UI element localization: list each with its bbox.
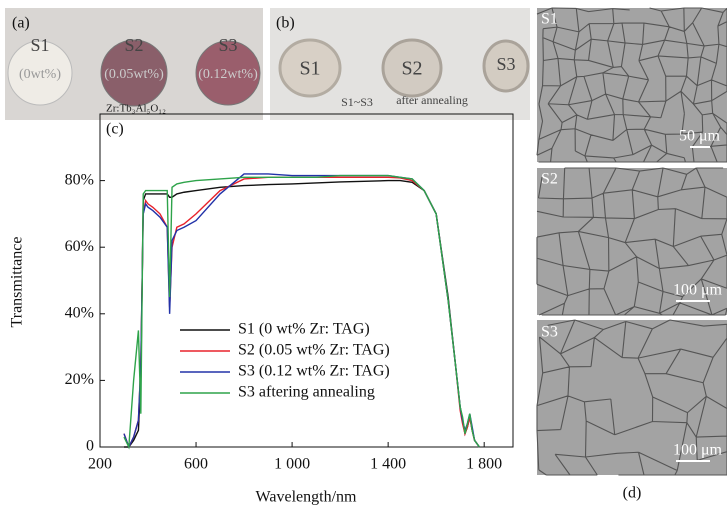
sample-disc bbox=[381, 38, 443, 98]
sample-disc bbox=[195, 40, 261, 106]
image-name: S2 bbox=[541, 171, 558, 188]
micrograph bbox=[536, 7, 727, 163]
photo-a: (a) S1 (0wt%) S2 (0.05wt%) S3 (0.12wt%) … bbox=[5, 8, 263, 120]
legend-label: S3 aftering annealing bbox=[238, 384, 375, 401]
sample-disc bbox=[482, 39, 530, 93]
legend-label: S2 (0.05 wt% Zr: TAG) bbox=[238, 342, 390, 359]
scale-label: 50 μm bbox=[679, 128, 721, 145]
micrograph bbox=[536, 167, 727, 316]
micrograph bbox=[536, 319, 727, 476]
sample-disc bbox=[278, 38, 342, 98]
legend-label: S1 (0 wt% Zr: TAG) bbox=[238, 321, 370, 338]
caption: S1~S3 bbox=[341, 95, 373, 109]
x-tick-label: 1 000 bbox=[274, 456, 310, 473]
x-tick-label: 1 800 bbox=[466, 456, 502, 473]
grain-boundaries bbox=[536, 319, 727, 476]
line-chart: (c) Wavelength/nm Transmittance 0 20% 40% 6… bbox=[9, 113, 514, 506]
sample-name: S2 bbox=[401, 58, 422, 80]
scale-label: 100 μm bbox=[673, 442, 723, 459]
series-line bbox=[123, 176, 480, 449]
sample-name: S3 bbox=[496, 54, 515, 74]
x-tick-label: 1 400 bbox=[370, 456, 406, 473]
sample-name: S2 bbox=[124, 35, 143, 55]
sample-disc bbox=[100, 39, 168, 107]
photo-b: (b) S1 S2 S3 S1~S3 after annealing bbox=[270, 8, 530, 120]
panel-label: (d) bbox=[623, 485, 642, 502]
formula: Zr:Tb₃Al₅O₁₂ bbox=[106, 103, 166, 115]
scale-label: 100 μm bbox=[673, 282, 723, 299]
y-tick-label: 60% bbox=[65, 238, 94, 255]
image-name: S3 bbox=[541, 324, 558, 341]
y-tick-label: 80% bbox=[65, 171, 94, 188]
panel-label: (b) bbox=[276, 15, 295, 32]
grain-boundaries bbox=[536, 167, 727, 316]
x-axis-label: Wavelength/nm bbox=[256, 489, 357, 506]
plot-frame bbox=[99, 113, 514, 448]
micrographs: S1 50 μm S2 100 μm S3 100 μm bbox=[536, 7, 727, 476]
micrograph-background bbox=[537, 8, 727, 162]
series-line bbox=[123, 174, 480, 450]
sample-name: S3 bbox=[218, 35, 237, 55]
sample-disc bbox=[7, 40, 73, 106]
panel-label: (a) bbox=[12, 15, 30, 32]
sample-composition: (0.05wt%) bbox=[104, 67, 164, 82]
sample-name: S1 bbox=[30, 35, 49, 55]
y-tick-label: 20% bbox=[65, 371, 94, 388]
y-tick-label: 40% bbox=[65, 304, 94, 321]
panel-label: (c) bbox=[106, 121, 124, 138]
sample-name: S1 bbox=[299, 58, 320, 80]
sample-composition: (0.12wt%) bbox=[198, 67, 258, 82]
x-tick-label: 200 bbox=[88, 456, 112, 473]
caption: after annealing bbox=[396, 93, 468, 107]
y-axis-label: Transmittance bbox=[9, 237, 26, 328]
y-tick-label: 0 bbox=[86, 438, 94, 455]
grain-boundaries bbox=[536, 7, 727, 163]
sample-composition: (0wt%) bbox=[19, 67, 61, 82]
legend-label: S3 (0.12 wt% Zr: TAG) bbox=[238, 363, 390, 380]
x-tick-label: 600 bbox=[184, 456, 208, 473]
series-line bbox=[123, 173, 480, 449]
series-line bbox=[124, 179, 480, 448]
image-name: S1 bbox=[541, 11, 558, 28]
micrograph-background bbox=[537, 320, 727, 475]
